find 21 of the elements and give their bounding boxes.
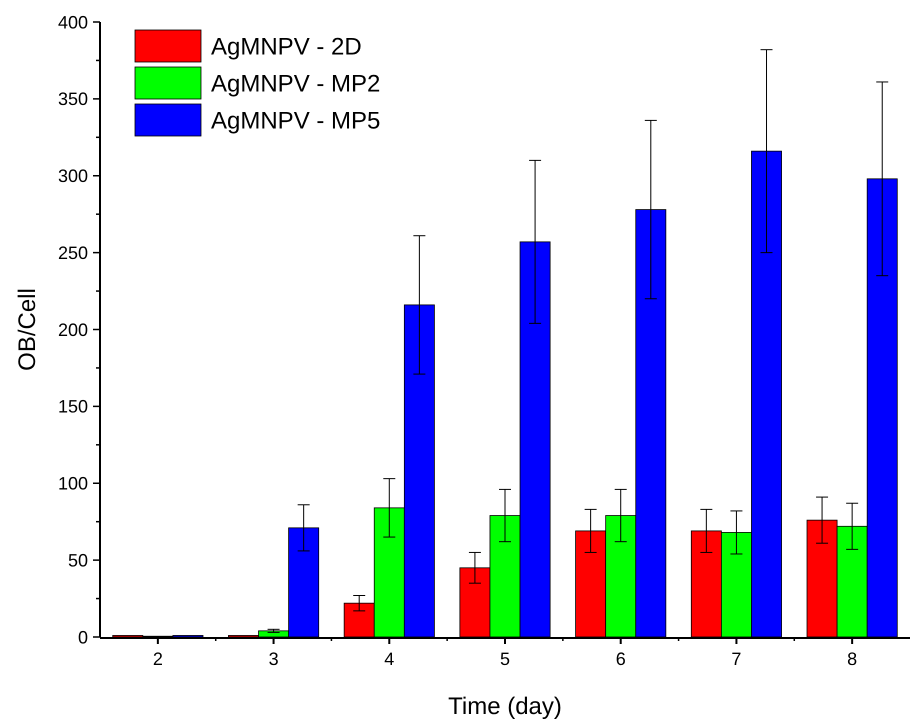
legend-label: AgMNPV - MP2 <box>211 70 380 98</box>
y-tick-label: 400 <box>58 12 88 32</box>
y-tick-label: 100 <box>58 474 88 494</box>
legend-label: AgMNPV - MP5 <box>211 107 380 134</box>
y-tick-label: 150 <box>58 396 88 417</box>
legend-label: AgMNPV - 2D <box>211 33 362 60</box>
x-tick-label: 5 <box>500 649 510 669</box>
x-tick-label: 3 <box>268 649 279 669</box>
x-tick-label: 7 <box>731 649 742 669</box>
x-tick-label: 2 <box>152 649 163 669</box>
x-tick-label: 8 <box>847 649 858 669</box>
y-tick-label: 0 <box>78 627 88 648</box>
y-tick-label: 350 <box>58 89 88 110</box>
y-tick-label: 300 <box>58 166 88 186</box>
x-axis-title: Time (day) <box>448 693 562 720</box>
y-tick-label: 200 <box>58 320 88 340</box>
x-tick-label: 4 <box>384 649 394 669</box>
y-axis-title: OB/Cell <box>14 288 41 371</box>
y-tick-label: 250 <box>58 242 88 263</box>
x-tick-label: 6 <box>616 649 626 669</box>
y-tick-label: 50 <box>68 550 88 570</box>
